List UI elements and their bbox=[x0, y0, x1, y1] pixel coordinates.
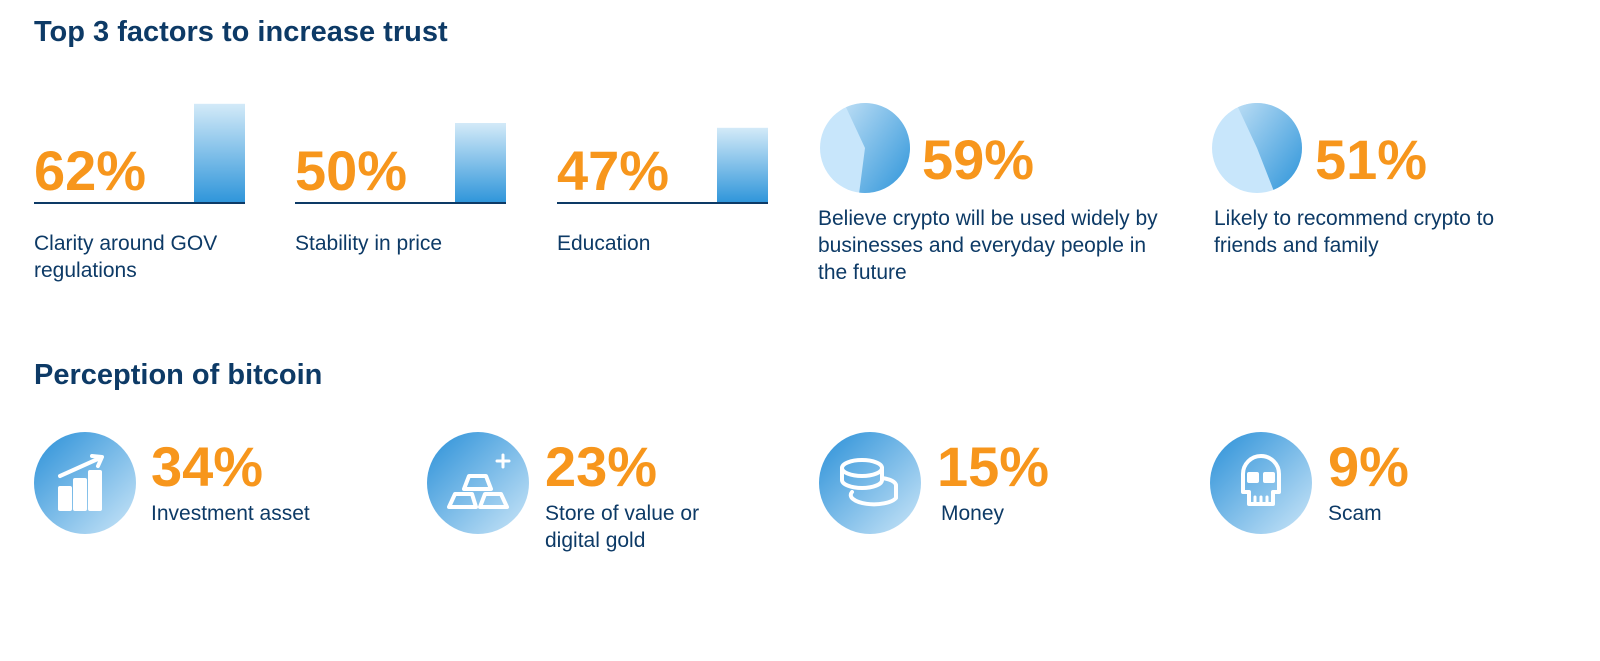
section-title: Top 3 factors to increase trust bbox=[34, 16, 448, 48]
factor-label: Education bbox=[557, 232, 651, 255]
item-label: Money bbox=[941, 502, 1005, 525]
item-label: Store of value or digital gold bbox=[545, 502, 700, 552]
pie-slice bbox=[845, 102, 910, 193]
bar bbox=[455, 123, 506, 203]
icon-circle bbox=[1210, 432, 1312, 534]
icon-gold bbox=[447, 453, 511, 509]
factor-label: Stability in price bbox=[295, 232, 443, 255]
value-label: 62% bbox=[34, 139, 147, 202]
factor-label: Clarity around GOV regulations bbox=[34, 232, 218, 282]
value-label: 51% bbox=[1315, 128, 1428, 191]
value-label: 59% bbox=[922, 128, 1035, 191]
percent: 9% bbox=[1328, 435, 1409, 498]
icon-skull bbox=[1241, 454, 1281, 506]
icon-circle bbox=[819, 432, 921, 534]
stat-label: Believe crypto will be used widely by bu… bbox=[818, 207, 1158, 284]
item-label: Scam bbox=[1328, 502, 1382, 525]
percent: 34% bbox=[151, 435, 264, 498]
icon-growth bbox=[58, 454, 104, 511]
bar bbox=[194, 103, 245, 203]
section-title: Perception of bitcoin bbox=[34, 359, 323, 391]
percent: 15% bbox=[937, 435, 1050, 498]
pie-slice bbox=[1237, 102, 1303, 190]
item-label: Investment asset bbox=[151, 502, 310, 525]
stat-label: Likely to recommend crypto to friends an… bbox=[1214, 207, 1495, 257]
icon-circle bbox=[427, 432, 529, 534]
value-label: 47% bbox=[557, 139, 670, 202]
value-label: 50% bbox=[295, 139, 408, 202]
icon-coins bbox=[840, 458, 898, 507]
percent: 23% bbox=[545, 435, 658, 498]
bar bbox=[717, 127, 768, 203]
